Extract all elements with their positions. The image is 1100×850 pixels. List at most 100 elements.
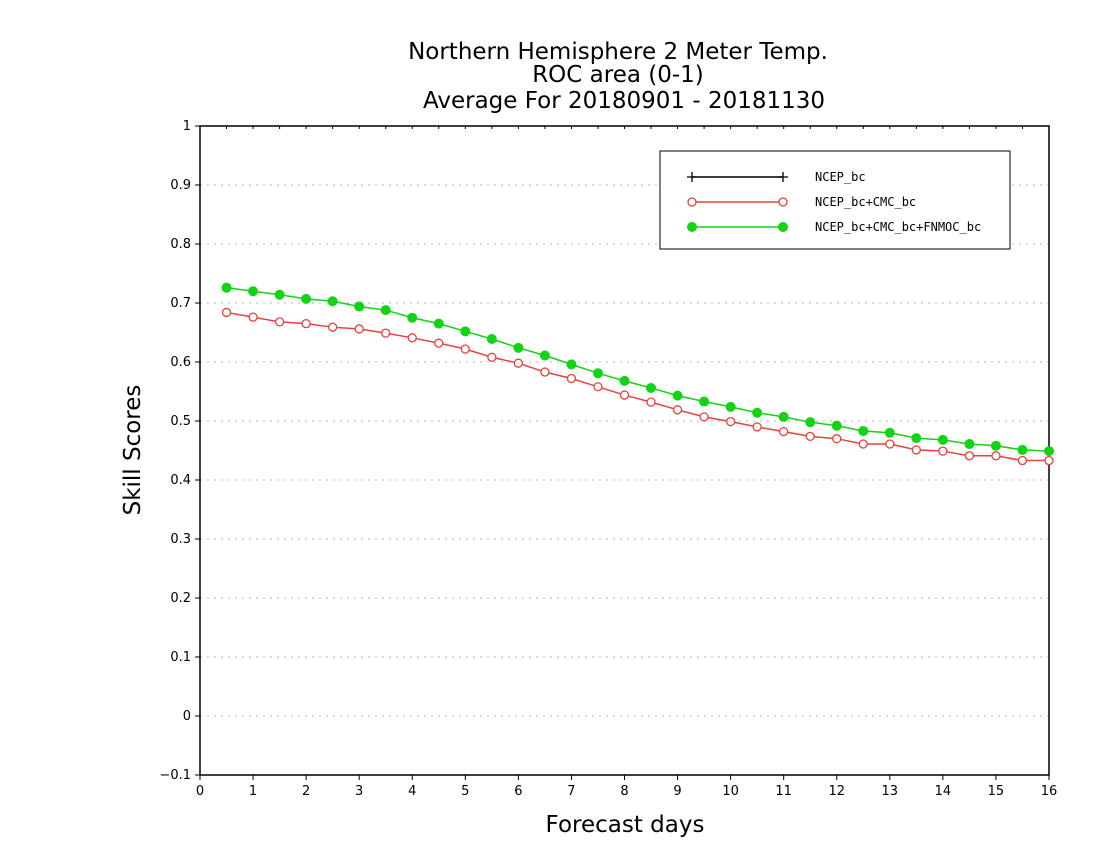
x-tick-label: 11 [775,784,792,799]
data-point [832,434,842,444]
legend-marker [778,197,788,207]
data-point [354,301,365,312]
x-tick-label: 7 [567,784,575,799]
data-point [858,426,869,437]
data-point [274,317,285,327]
legend-label: NCEP_bc+CMC_bc+FNMOC_bc [815,220,981,234]
legend-entry: NCEP_bc+CMC_bc [687,195,916,209]
data-point [221,307,232,318]
x-tick-label: 4 [408,784,416,799]
data-point [619,375,630,386]
data-point [381,328,391,338]
data-point [672,390,683,401]
x-tick-label: 12 [828,784,845,799]
data-point [884,427,895,438]
y-axis: −0.1 0 0.1 0.2 0.3 0.4 0.5 0.6 0.7 0.8 0.9 1 [159,119,200,783]
data-point [911,433,922,444]
data-point [991,451,1001,461]
data-point [752,407,763,418]
title-line-1: Northern Hemisphere 2 Meter Temp. [408,39,828,65]
title-line-2: ROC area (0-1) [532,62,704,88]
data-point [407,312,418,323]
data-point [885,439,895,449]
data-point [328,322,338,332]
series-layer [221,282,1054,466]
data-point [407,333,417,343]
x-tick-label: 5 [461,784,469,799]
data-point [805,417,816,428]
x-axis-label: Forecast days [546,812,705,838]
x-tick-label: 1 [249,784,257,799]
data-point [513,358,524,368]
y-axis-label: Skill Scores [120,385,146,516]
data-point [434,338,444,348]
x-tick-label: 2 [302,784,310,799]
data-point [937,434,948,445]
legend-label: NCEP_bc+CMC_bc [815,195,916,209]
legend-entry: NCEP_bc [687,170,866,184]
x-tick-label: 0 [196,784,204,799]
y-tick-label: 0.8 [170,237,191,252]
data-point [327,296,338,307]
legend-marker [778,172,788,182]
x-tick-label: 14 [935,784,952,799]
data-point [911,445,921,455]
data-point [990,440,1001,451]
data-point [699,412,709,422]
legend-label: NCEP_bc [815,170,866,184]
data-point [301,318,311,329]
data-point [805,431,815,441]
legend-marker [687,222,697,232]
y-tick-label: 0.4 [170,473,191,488]
data-point [725,416,736,427]
data-point [274,289,285,300]
data-point [566,359,577,370]
series-1 [221,307,1054,466]
x-axis: 0 1 2 3 4 5 6 7 8 9 10 11 12 13 14 15 16 [196,126,1057,799]
y-tick-label: 0.3 [170,532,191,547]
data-point [964,439,975,450]
y-tick-label: 0.9 [170,178,191,193]
data-point [672,405,683,415]
legend-marker [687,197,697,207]
y-tick-label: 1 [183,119,191,134]
title-line-3: Average For 20180901 - 20181130 [423,88,825,114]
data-point [248,286,259,297]
x-tick-label: 13 [882,784,899,799]
data-point [831,420,842,431]
data-point [858,439,868,449]
x-tick-label: 15 [988,784,1005,799]
data-point [540,367,550,377]
data-point [1017,455,1028,466]
y-tick-label: 0.6 [170,355,191,370]
data-point [301,293,312,304]
y-tick-label: 0.2 [170,591,191,606]
x-tick-label: 8 [620,784,628,799]
legend-marker [778,222,788,232]
data-point [433,318,444,329]
data-point [592,368,603,379]
data-point [1017,444,1028,455]
data-point [646,382,657,393]
data-point [938,446,948,456]
y-tick-label: 0.7 [170,296,191,311]
data-point [964,451,975,461]
data-point [725,401,736,412]
data-point [646,397,656,407]
data-point [1044,455,1054,466]
y-tick-label: 0 [183,709,191,724]
data-point [221,282,232,293]
chart-title: Northern Hemisphere 2 Meter Temp. ROC ar… [408,39,828,114]
data-point [566,373,577,384]
x-tick-label: 3 [355,784,363,799]
data-point [460,326,471,337]
data-point [513,342,524,353]
data-point [539,350,550,361]
x-tick-label: 16 [1041,784,1058,799]
data-point [619,390,630,400]
data-point [380,305,391,316]
legend-marker [687,172,697,182]
series-2 [221,282,1054,457]
legend-box [659,150,1011,250]
